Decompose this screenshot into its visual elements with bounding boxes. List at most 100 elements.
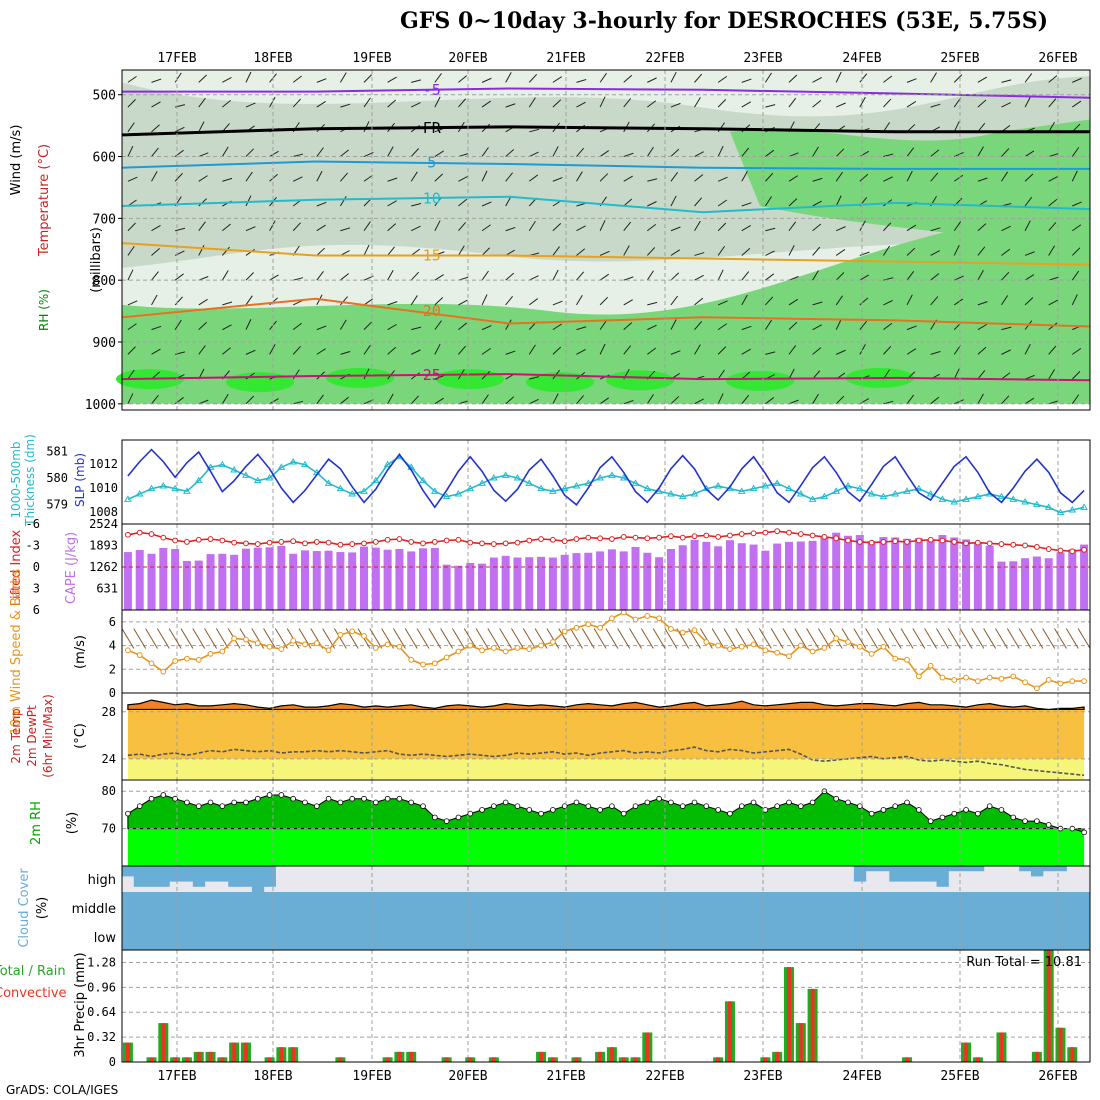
li-tick-label: 3 xyxy=(33,582,40,596)
wind-barb xyxy=(1024,73,1033,83)
wind-barb xyxy=(741,147,750,157)
precip-conv-bar xyxy=(1034,1051,1039,1062)
wind-barb xyxy=(835,102,846,108)
lifted-index-point xyxy=(136,529,143,536)
wind-barb xyxy=(363,298,373,306)
wind-barb xyxy=(646,270,654,281)
wind-barb xyxy=(528,220,536,232)
wind-barb xyxy=(387,223,397,232)
wind-speed-point xyxy=(797,642,804,649)
wind-speed-point xyxy=(278,646,285,653)
cape-bar xyxy=(371,547,380,610)
thickness-point xyxy=(962,495,970,502)
wind-barb xyxy=(198,198,207,207)
wind-speed-point xyxy=(1069,678,1076,685)
precip-conv-bar xyxy=(208,1051,213,1062)
thickness-point xyxy=(714,482,723,489)
wind-barb xyxy=(481,201,492,207)
wind-barb-10m xyxy=(806,628,820,649)
wind-barb xyxy=(269,173,278,182)
wind-barb xyxy=(977,177,988,182)
rh-point xyxy=(809,799,816,806)
rh-tick-label: 70 xyxy=(102,822,116,836)
cape-bar xyxy=(702,541,711,610)
lifted-index-point xyxy=(1010,541,1017,548)
wind-barb xyxy=(529,128,540,133)
wind-barb xyxy=(1001,295,1009,306)
cape-bar xyxy=(548,557,557,610)
wind-speed-point xyxy=(184,655,190,662)
rh-point xyxy=(939,814,946,821)
rh-point xyxy=(325,795,332,802)
wind-barb xyxy=(953,121,960,133)
precip-conv-bar xyxy=(716,1057,721,1062)
wind-barb xyxy=(1048,153,1059,158)
cloud-level-label: middle xyxy=(72,902,116,917)
precip-conv-bar xyxy=(786,967,791,1062)
wind-barb xyxy=(174,319,182,330)
wind-barb xyxy=(127,269,134,281)
cloud-middle-bar xyxy=(452,892,465,921)
x-tick-label-top: 24FEB xyxy=(842,51,881,66)
rh-point xyxy=(868,810,875,817)
cape-bar xyxy=(147,553,156,610)
wind-barb xyxy=(576,78,587,83)
lifted-index-point xyxy=(904,539,910,545)
thickness-point xyxy=(973,492,982,500)
cloud-level-label: high xyxy=(88,873,116,888)
precip-conv-bar xyxy=(621,1057,626,1062)
wind-barb xyxy=(363,321,373,330)
precip-conv-bar xyxy=(291,1047,296,1062)
cloud-high-bar xyxy=(228,866,241,887)
wind-barb xyxy=(269,96,276,108)
wind-speed-point xyxy=(632,616,639,623)
slp-tick-label: 1008 xyxy=(89,505,118,519)
wind-barb xyxy=(434,320,442,330)
wind-barb xyxy=(387,393,394,405)
cloud-low-bar xyxy=(310,921,324,950)
x-tick-label-bottom: 25FEB xyxy=(940,1069,979,1084)
cloud-low-bar xyxy=(1042,921,1056,950)
wind-barb xyxy=(1048,121,1055,133)
cloud-level-label: low xyxy=(94,931,117,946)
cape-bar xyxy=(631,546,640,610)
wind-barb xyxy=(1024,220,1031,231)
cloud-low-bar xyxy=(546,921,560,950)
wind-barb xyxy=(552,146,559,157)
cloud-low-bar xyxy=(558,921,572,950)
wind-barb xyxy=(363,97,371,108)
thickness-point xyxy=(619,474,628,481)
wind-barb xyxy=(528,73,538,83)
wind-barb xyxy=(788,276,799,281)
rh-point xyxy=(467,810,474,817)
rh-point xyxy=(786,799,792,806)
cloud-low-bar xyxy=(157,921,170,950)
rh-point xyxy=(136,803,143,809)
lifted-index-point xyxy=(703,532,710,539)
cape-tick-label: 1893 xyxy=(89,539,118,553)
lifted-index-point xyxy=(254,541,261,547)
li-label: Lifted Index xyxy=(9,529,24,606)
cape-bar xyxy=(312,551,321,610)
cloud-middle-bar xyxy=(1066,892,1079,921)
wind-barb xyxy=(1024,96,1031,108)
temp-mid-band xyxy=(127,709,1085,759)
thickness-point xyxy=(289,458,298,465)
thickness-point xyxy=(478,479,486,486)
cape-bar xyxy=(123,552,132,610)
cape-bar xyxy=(289,553,298,610)
cape-bar xyxy=(1021,558,1030,610)
thickness-point xyxy=(737,487,746,494)
wind-barb-10m xyxy=(664,628,678,649)
cloud-middle-bar xyxy=(287,892,300,921)
precip-conv-bar xyxy=(161,1023,166,1062)
wind-barb-10m xyxy=(263,628,276,649)
cloud-low-bar xyxy=(641,921,654,950)
cloud-low-bar xyxy=(794,921,808,950)
x-tick-label-top: 20FEB xyxy=(448,51,487,66)
wind-barb xyxy=(387,177,398,182)
cape-tick-label: 631 xyxy=(96,582,118,596)
wind-barb xyxy=(174,126,185,133)
rh-point xyxy=(290,795,296,802)
wind-barb xyxy=(434,297,444,306)
